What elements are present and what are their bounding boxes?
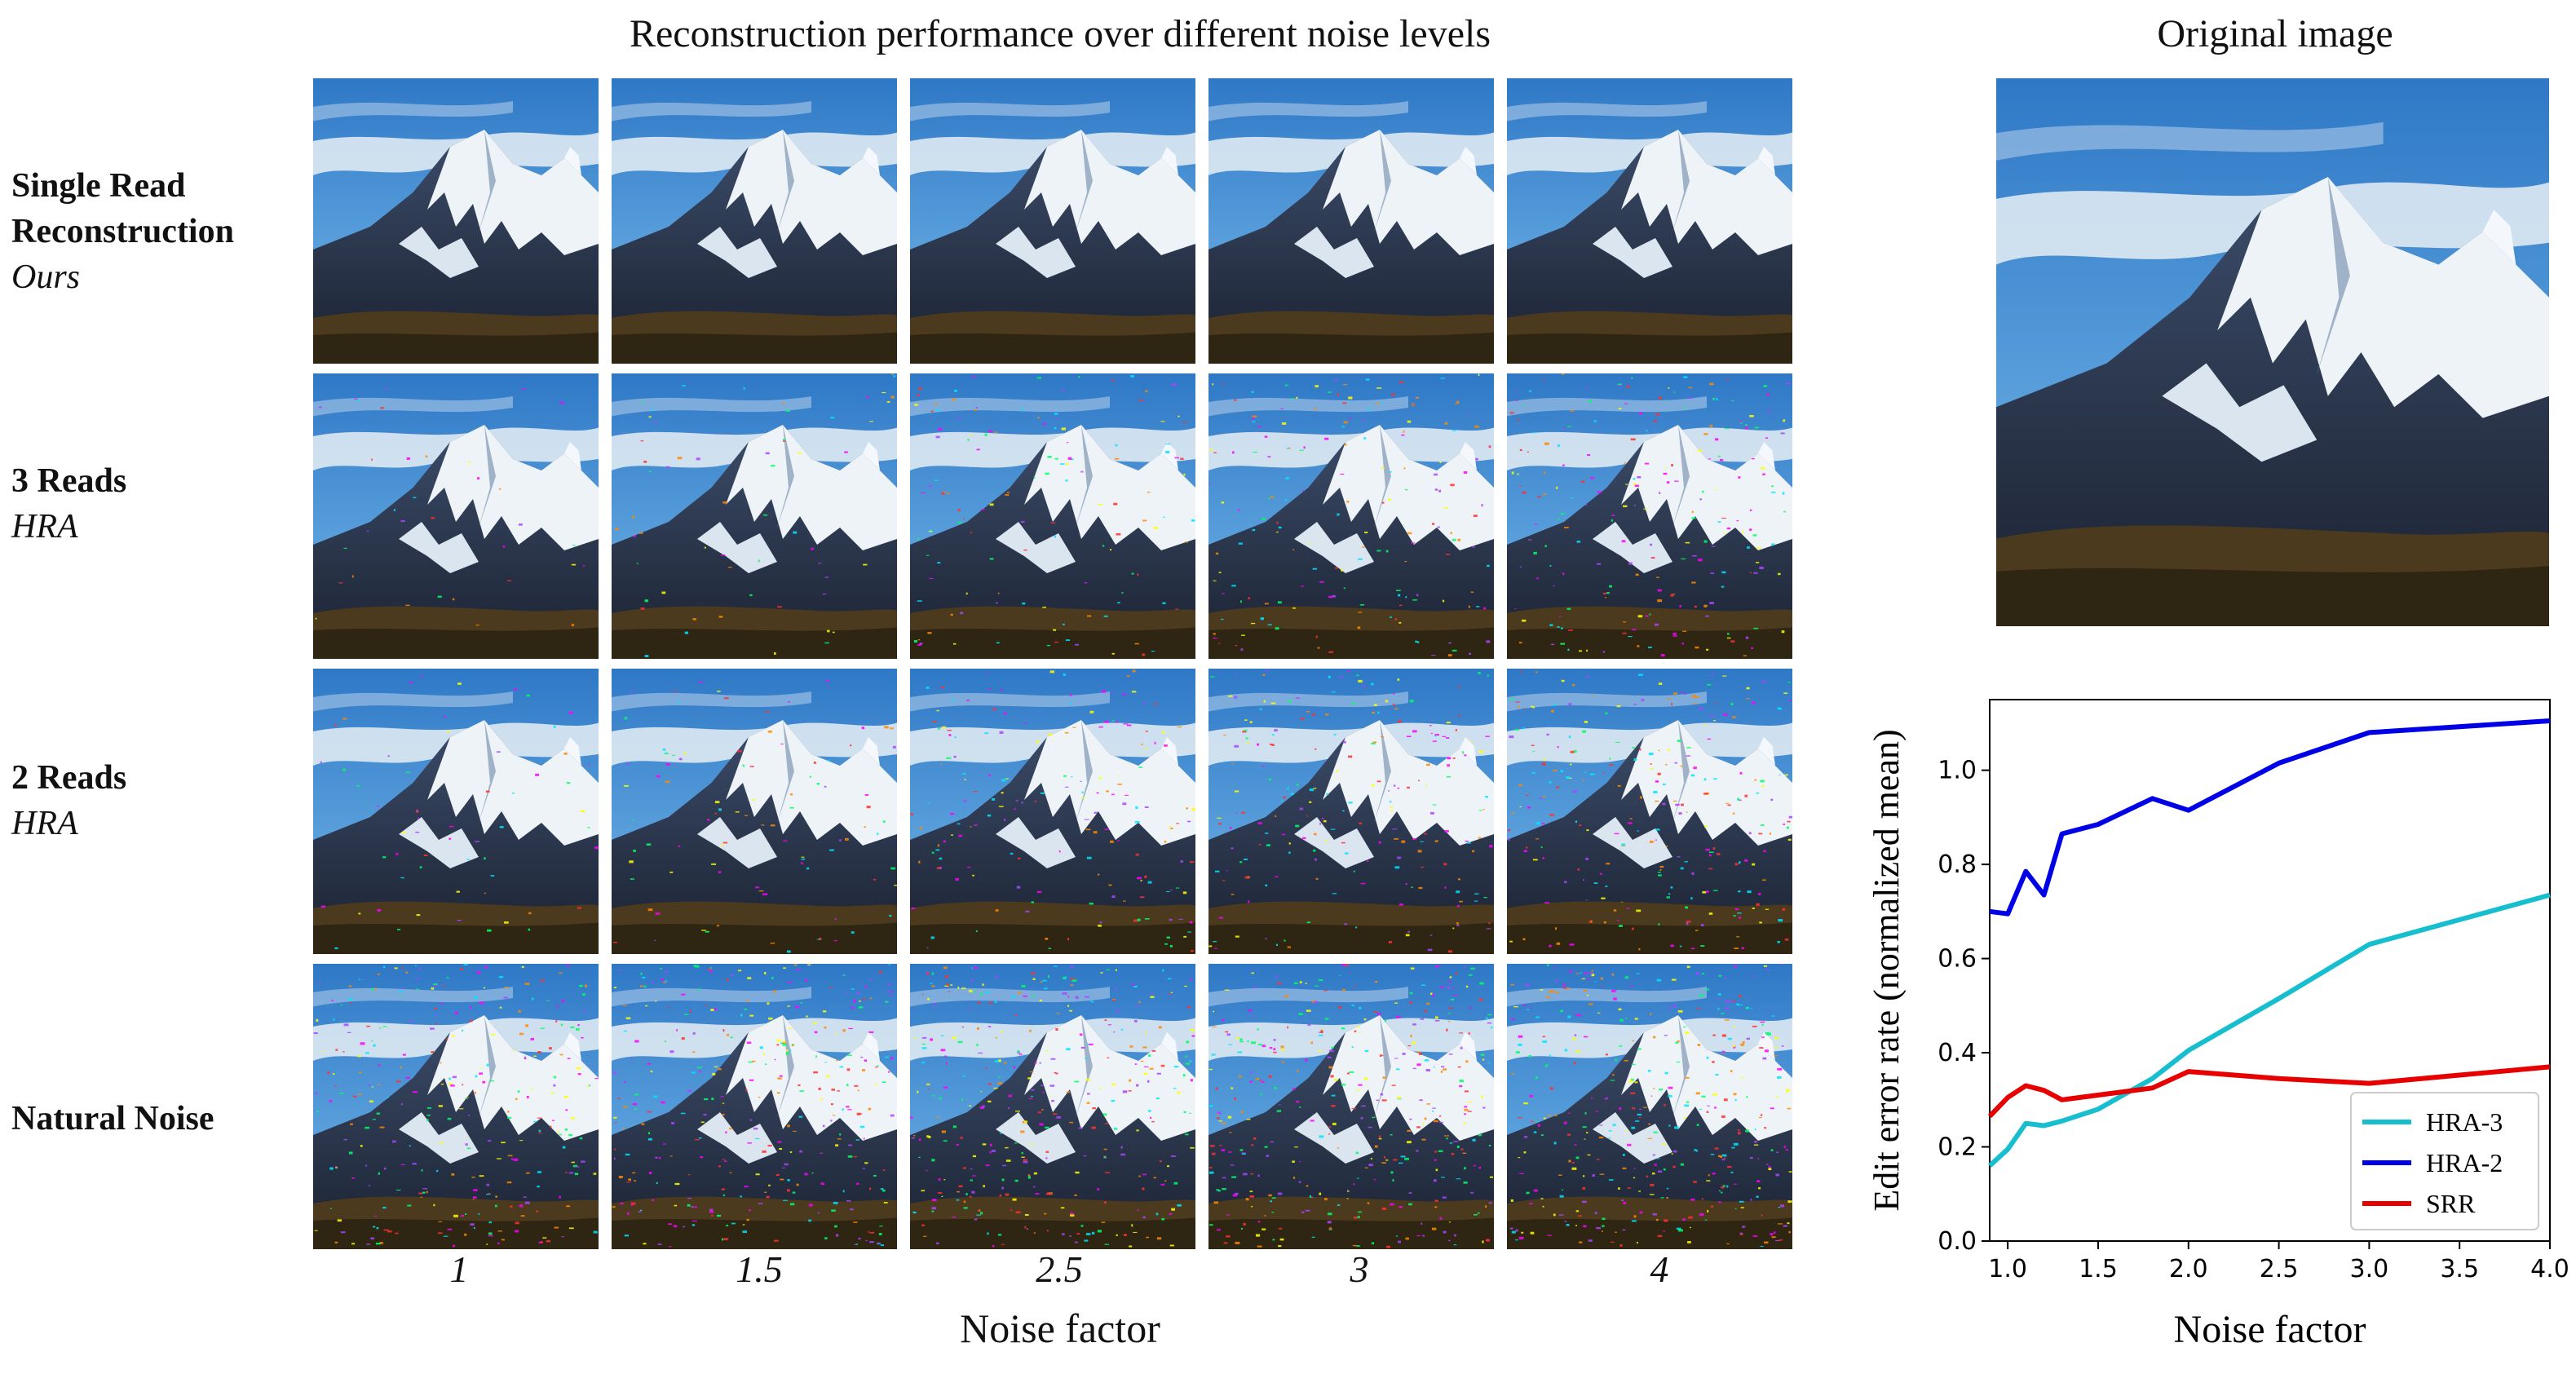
x-tick-label: 2.5	[2260, 1255, 2299, 1283]
reconstruction-tile	[1507, 78, 1792, 364]
x-tick-label: 4.0	[2530, 1255, 2569, 1283]
row-label-line1: Natural Noise	[11, 1100, 214, 1137]
row-label-line1: 2 Reads	[11, 759, 127, 797]
reconstruction-tile	[910, 964, 1195, 1249]
chart-y-axis-label: Edit error rate (normalized mean)	[1867, 729, 1907, 1211]
error-rate-chart: 1.0 1.5 2.0 2.5 3.0 3.5 4.0 0.0 0.2 0.4 0.6 0.8 1.0 N…	[1851, 669, 2576, 1383]
row-label-subtitle: Ours	[11, 258, 81, 296]
x-tick-label: 1.5	[2079, 1255, 2118, 1283]
noise-factor-tick: 1	[449, 1248, 469, 1290]
row-label-natural-noise: Natural Noise	[11, 1096, 214, 1142]
reconstruction-tile	[612, 373, 897, 659]
row-label-line1: Single Read	[11, 167, 186, 205]
row-label-3-reads: 3 Reads HRA	[11, 458, 126, 550]
y-tick-label: 0.2	[1938, 1133, 1977, 1162]
row-label-subtitle: HRA	[11, 508, 78, 546]
chart-legend	[2350, 1092, 2539, 1230]
y-tick-label: 0.4	[1938, 1039, 1977, 1067]
row-label-2-reads: 2 Reads HRA	[11, 755, 126, 846]
reconstruction-tile	[1507, 373, 1792, 659]
legend-label: SRR	[2426, 1189, 2476, 1218]
chart-svg: 1.0 1.5 2.0 2.5 3.0 3.5 4.0 0.0 0.2 0.4 0.6 0.8 1.0 N…	[1867, 699, 2569, 1351]
grid-x-axis-label: Noise factor	[960, 1305, 1160, 1351]
reconstruction-tile	[313, 373, 599, 659]
legend-label: HRA-3	[2426, 1107, 2503, 1137]
legend-label: HRA-2	[2426, 1148, 2503, 1177]
row-label-line2: Reconstruction	[11, 213, 234, 250]
reconstruction-tile	[910, 78, 1195, 364]
noise-factor-tick: 1.5	[736, 1248, 783, 1290]
grid-title: Reconstruction performance over differen…	[629, 12, 1491, 55]
y-tick-label: 0.8	[1938, 850, 1977, 879]
series-line-hra-3	[1987, 892, 2551, 1168]
reconstruction-tile	[1208, 964, 1494, 1249]
x-tick-label: 3.0	[2350, 1255, 2389, 1283]
reconstruction-tile	[910, 373, 1195, 659]
noise-factor-tick: 2.5	[1036, 1248, 1083, 1290]
reconstruction-tile	[313, 78, 599, 364]
chart-plot-frame	[1989, 699, 2551, 1242]
noise-factor-tick: 3	[1350, 1248, 1369, 1290]
reconstruction-tile	[313, 669, 599, 954]
row-label-single-read: Single Read Reconstruction Ours	[11, 163, 234, 300]
y-tick-label: 0.6	[1938, 945, 1977, 974]
reconstruction-tile	[1507, 669, 1792, 954]
series-line-srr	[1987, 1064, 2551, 1119]
reconstruction-tile	[1208, 78, 1494, 364]
y-tick-label: 1.0	[1938, 757, 1977, 785]
original-mountain-image	[1996, 78, 2549, 626]
noise-factor-tick: 4	[1650, 1248, 1669, 1290]
reconstruction-tile	[1208, 373, 1494, 659]
reconstruction-tile	[910, 669, 1195, 954]
row-label-subtitle: HRA	[11, 805, 78, 842]
series-line-hra-2	[1989, 718, 2551, 917]
reconstruction-tile	[1208, 669, 1494, 954]
reconstruction-tile	[1507, 964, 1792, 1249]
reconstruction-tile	[612, 78, 897, 364]
x-tick-label: 1.0	[1988, 1255, 2027, 1283]
y-tick-label: 0.0	[1938, 1227, 1977, 1256]
original-image-title: Original image	[2157, 12, 2393, 55]
row-label-line1: 3 Reads	[11, 462, 127, 500]
x-tick-label: 2.0	[2169, 1255, 2208, 1283]
x-tick-label: 3.5	[2440, 1255, 2479, 1283]
reconstruction-tile	[313, 964, 599, 1249]
reconstruction-tile	[612, 669, 897, 954]
chart-x-axis-label: Noise factor	[2174, 1308, 2366, 1351]
reconstruction-tile	[612, 964, 897, 1249]
